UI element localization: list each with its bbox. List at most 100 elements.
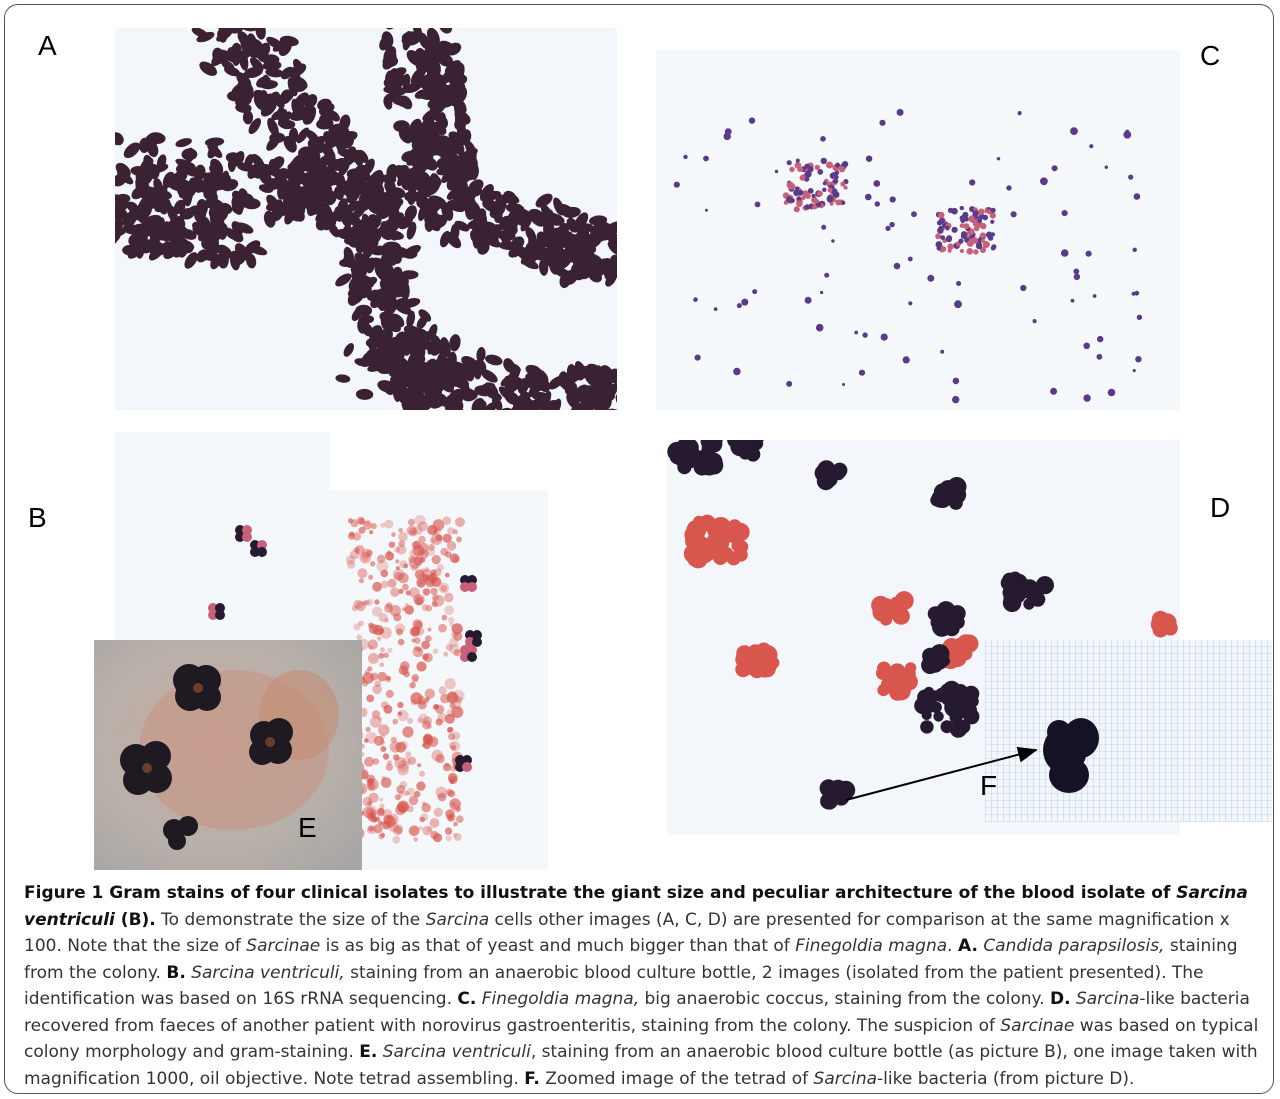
debris-particle: [442, 763, 452, 772]
coccus-packet-cell: [819, 779, 838, 798]
yeast-cell: [461, 355, 480, 371]
debris-particle: [422, 720, 432, 730]
yeast-cell: [209, 165, 224, 180]
coccus: [804, 204, 811, 210]
debris-particle: [451, 706, 464, 719]
debris-particle: [408, 555, 416, 563]
coccus: [947, 248, 952, 253]
coccus-packet-cell: [1002, 575, 1020, 593]
debris-particle: [367, 666, 373, 672]
coccus: [969, 206, 976, 213]
debris-particle: [393, 754, 400, 761]
coccus: [1073, 273, 1081, 280]
yeast-cell: [216, 250, 227, 266]
yeast-cell: [249, 57, 264, 72]
yeast-cell: [135, 241, 145, 259]
debris-particle: [384, 618, 389, 623]
yeast-cell: [576, 233, 591, 249]
yeast-cell: [207, 245, 219, 262]
debris-particle: [421, 604, 429, 612]
debris-particle: [400, 667, 408, 675]
coccus: [1060, 249, 1069, 257]
debris-particle: [448, 637, 459, 648]
coccus-packet-cell: [835, 782, 854, 801]
yeast-cell: [401, 31, 419, 43]
yeast-cell: [173, 199, 186, 215]
yeast-cell: [345, 200, 361, 213]
yeast-cell: [503, 362, 521, 373]
coccus: [752, 289, 758, 295]
yeast-cell: [217, 28, 228, 43]
debris-particle: [424, 635, 432, 643]
debris-particle: [435, 704, 445, 714]
tetrad-cell: [465, 630, 475, 640]
yeast-cell: [585, 365, 601, 381]
yeast-cell: [415, 122, 435, 134]
debris-particle: [370, 561, 376, 567]
yeast-cell: [384, 319, 401, 333]
yeast-cell: [446, 351, 457, 372]
coccus: [826, 181, 831, 186]
coccus: [838, 166, 846, 173]
debris-particle: [416, 661, 427, 672]
yeast-cell: [354, 358, 370, 367]
yeast-cell: [448, 131, 462, 143]
yeast-cell: [196, 31, 215, 43]
yeast-cell: [436, 94, 456, 105]
debris-particle: [414, 514, 426, 526]
debris-particle: [429, 537, 436, 544]
debris-particle: [385, 551, 395, 561]
coccus: [885, 225, 891, 231]
coccus-packet-cell: [734, 548, 748, 562]
coccus: [977, 218, 983, 224]
tetrad-cell: [235, 525, 245, 535]
coccus: [801, 195, 806, 201]
debris-particle: [409, 682, 416, 689]
yeast-cell: [401, 178, 417, 191]
yeast-cell: [429, 107, 443, 122]
yeast-cell: [454, 112, 468, 130]
yeast-cell: [445, 145, 458, 162]
yeast-cell: [302, 187, 317, 201]
yeast-cell: [578, 267, 593, 280]
debris-particle: [385, 763, 394, 771]
debris-particle: [368, 624, 379, 634]
yeast-cell: [339, 114, 351, 131]
yeast-cell: [280, 66, 294, 80]
debris-particle: [390, 736, 397, 743]
coccus: [1107, 388, 1116, 397]
debris-particle: [414, 569, 425, 580]
coccus: [865, 193, 872, 201]
debris-particle: [394, 824, 404, 834]
debris-particle: [378, 652, 385, 659]
yeast-cell: [607, 260, 617, 276]
debris-particle: [380, 832, 385, 838]
yeast-cell: [464, 140, 477, 159]
debris-particle: [378, 613, 388, 623]
coccus-packet-cell: [685, 533, 701, 550]
yeast-cell: [536, 231, 550, 248]
debris-particle: [437, 564, 444, 571]
yeast-cell: [299, 195, 315, 211]
coccus-packet-cell: [712, 547, 727, 562]
yeast-cell: [595, 370, 613, 381]
yeast-cell: [392, 284, 409, 298]
coccus: [804, 296, 812, 304]
yeast-cell: [404, 191, 419, 202]
debris-particle: [431, 533, 443, 545]
yeast-cell: [256, 76, 271, 88]
debris-particle: [369, 530, 374, 535]
coccus: [831, 239, 835, 243]
debris-particle: [377, 671, 388, 682]
debris-particle: [362, 796, 373, 807]
debris-particle: [417, 763, 422, 768]
yeast-cell: [325, 191, 337, 206]
yeast-cell: [335, 374, 351, 383]
debris-particle: [365, 726, 371, 732]
coccus-packet-cell: [733, 525, 749, 541]
yeast-cell: [347, 283, 365, 297]
debris-particle: [368, 645, 373, 650]
coccus-packet-cell: [881, 677, 894, 690]
coccus-packet-cell: [704, 452, 723, 472]
